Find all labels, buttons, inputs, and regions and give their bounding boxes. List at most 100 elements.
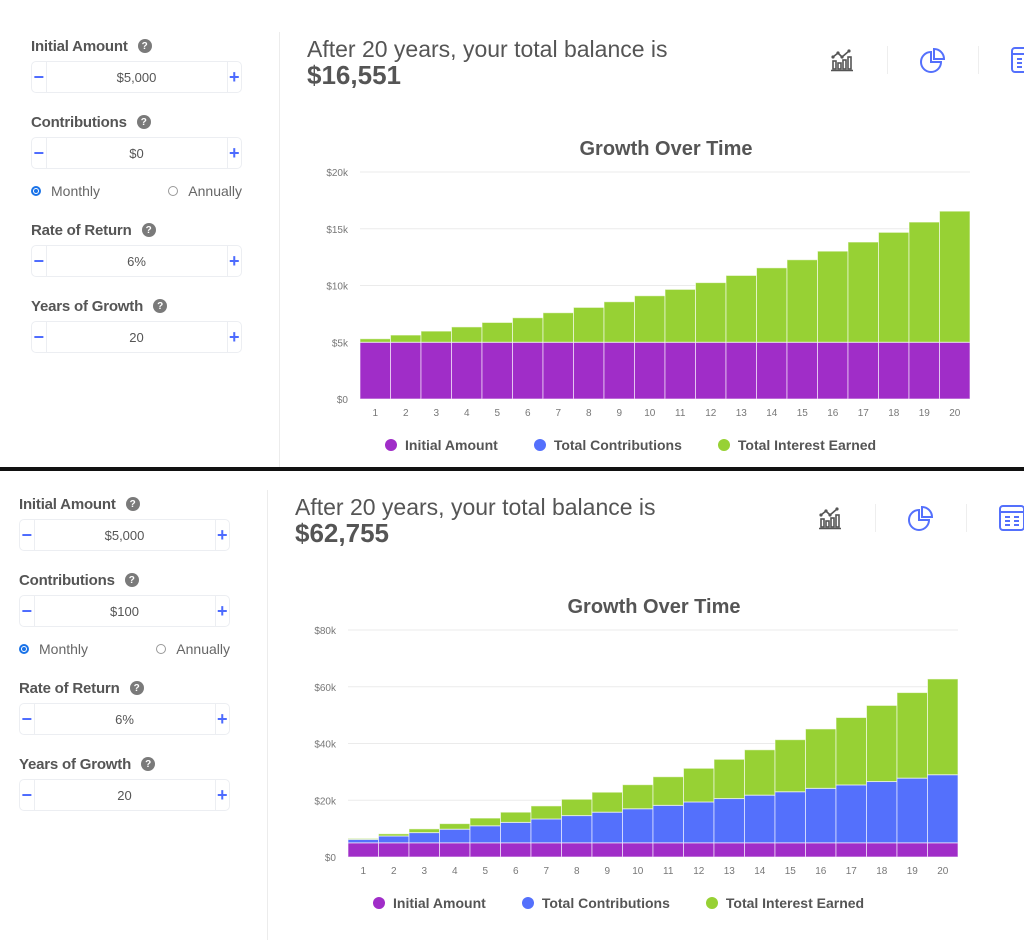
bar-segment-total-interest <box>408 828 440 834</box>
decrement-button[interactable]: − <box>20 780 35 810</box>
table-icon[interactable] <box>997 503 1024 533</box>
increment-button[interactable]: + <box>226 138 242 168</box>
bar-segment-initial-amount <box>420 341 452 400</box>
rate-of-return-input[interactable] <box>46 246 227 276</box>
bar-segment-total-interest <box>390 334 422 343</box>
x-tick-label: 15 <box>797 408 809 419</box>
legend-item-initial-amount[interactable]: Initial Amount <box>373 895 486 911</box>
legend-item-total-contributions[interactable]: Total Contributions <box>533 437 682 453</box>
x-tick-label: 17 <box>858 408 870 419</box>
bar-segment-initial-amount <box>786 341 818 400</box>
decrement-button[interactable]: − <box>20 520 35 550</box>
legend-item-total-contributions[interactable]: Total Contributions <box>521 895 670 911</box>
view-switcher <box>827 45 1024 75</box>
bar-chart-icon[interactable] <box>815 503 845 533</box>
bar-segment-total-contributions <box>652 804 684 844</box>
bar-segment-total-contributions <box>378 835 410 844</box>
annually-radio[interactable]: Annually <box>156 641 230 657</box>
decrement-button[interactable]: − <box>20 704 35 734</box>
bar-segment-initial-amount <box>622 842 654 858</box>
bar-segment-initial-amount <box>927 842 959 858</box>
rate-of-return-label: Rate of Return ? <box>19 677 230 699</box>
bar-segment-initial-amount <box>805 842 837 858</box>
table-icon[interactable] <box>1009 45 1024 75</box>
x-tick-label: 16 <box>827 408 839 419</box>
bar-chart-icon[interactable] <box>827 45 857 75</box>
monthly-label: Monthly <box>51 183 101 199</box>
increment-button[interactable]: + <box>226 322 242 352</box>
increment-button[interactable]: + <box>214 704 230 734</box>
radio-selected-icon[interactable] <box>19 644 29 654</box>
increment-button[interactable]: + <box>226 62 242 92</box>
rate-of-return-label-text: Rate of Return <box>19 679 120 697</box>
help-icon[interactable]: ? <box>137 39 152 53</box>
legend-item-total-interest[interactable]: Total Interest Earned <box>705 895 864 911</box>
annually-label: Annually <box>176 641 230 657</box>
bar-segment-total-contributions <box>561 815 593 844</box>
years-of-growth-input[interactable] <box>46 322 227 352</box>
legend-dot-icon <box>385 439 397 451</box>
decrement-button[interactable]: − <box>32 62 47 92</box>
help-icon[interactable]: ? <box>136 115 151 129</box>
bar-segment-total-interest <box>805 728 837 789</box>
contributions-input[interactable] <box>34 596 215 626</box>
decrement-button[interactable]: − <box>32 138 47 168</box>
help-icon[interactable]: ? <box>141 223 156 237</box>
decrement-button[interactable]: − <box>32 322 47 352</box>
x-tick-label: 20 <box>949 408 961 419</box>
increment-button[interactable]: + <box>214 596 230 626</box>
help-icon[interactable]: ? <box>129 681 144 695</box>
bar-segment-total-interest <box>866 704 898 783</box>
radio-selected-icon[interactable] <box>31 186 41 196</box>
x-tick-label: 15 <box>785 866 797 877</box>
x-tick-label: 2 <box>403 408 409 419</box>
view-switcher <box>815 503 1024 533</box>
x-tick-label: 13 <box>736 408 748 419</box>
help-icon[interactable]: ? <box>153 299 168 313</box>
increment-button[interactable]: + <box>226 246 242 276</box>
balance-summary: After 20 years, your total balance is $1… <box>307 36 668 88</box>
help-icon[interactable]: ? <box>125 497 140 511</box>
bar-segment-total-interest <box>347 837 379 840</box>
input-form: Initial Amount ? − + Contributions ? − +… <box>31 35 242 371</box>
help-icon[interactable]: ? <box>124 573 139 587</box>
x-tick-label: 5 <box>494 408 500 419</box>
bar-segment-initial-amount <box>817 341 849 400</box>
monthly-radio[interactable]: Monthly <box>19 641 88 657</box>
years-of-growth-label: Years of Growth ? <box>31 295 242 317</box>
x-tick-label: 5 <box>482 866 488 877</box>
x-tick-label: 16 <box>815 866 827 877</box>
pie-chart-icon[interactable] <box>906 503 936 533</box>
rate-of-return-input[interactable] <box>34 704 215 734</box>
x-tick-label: 6 <box>513 866 519 877</box>
balance-summary-text: After 20 years, your total balance is <box>307 36 668 62</box>
x-tick-label: 19 <box>919 408 931 419</box>
monthly-radio[interactable]: Monthly <box>31 183 100 199</box>
initial-amount-label: Initial Amount ? <box>31 35 242 57</box>
legend-item-initial-amount[interactable]: Initial Amount <box>385 437 498 453</box>
bar-segment-initial-amount <box>347 842 379 858</box>
bar-segment-initial-amount <box>542 341 574 400</box>
initial-amount-input[interactable] <box>34 520 215 550</box>
increment-button[interactable]: + <box>214 780 230 810</box>
bar-segment-total-interest <box>835 717 867 786</box>
annually-radio[interactable]: Annually <box>168 183 242 199</box>
calculator-panel-top: Initial Amount ? − + Contributions ? − +… <box>0 0 1024 467</box>
help-icon[interactable]: ? <box>141 757 156 771</box>
initial-amount-input[interactable] <box>46 62 227 92</box>
decrement-button[interactable]: − <box>20 596 35 626</box>
years-of-growth-input[interactable] <box>34 780 215 810</box>
contributions-input[interactable] <box>46 138 227 168</box>
panel-separator <box>279 32 280 467</box>
decrement-button[interactable]: − <box>32 246 47 276</box>
increment-button[interactable]: + <box>214 520 230 550</box>
x-tick-label: 7 <box>543 866 549 877</box>
bar-segment-total-interest <box>939 210 971 343</box>
radio-unselected-icon[interactable] <box>168 186 179 196</box>
bar-segment-initial-amount <box>603 341 635 400</box>
years-of-growth-label-text: Years of Growth <box>19 755 132 773</box>
radio-unselected-icon[interactable] <box>156 644 167 654</box>
pie-chart-icon[interactable] <box>918 45 948 75</box>
legend-item-total-interest[interactable]: Total Interest Earned <box>717 437 876 453</box>
chart-legend: Initial Amount Total Contributions Total… <box>373 895 864 911</box>
